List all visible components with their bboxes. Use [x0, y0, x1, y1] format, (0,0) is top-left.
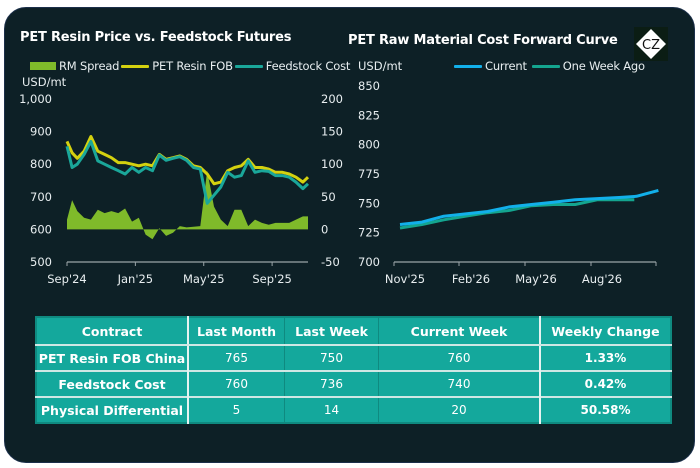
- left-y-tick-label: 500: [30, 255, 52, 269]
- weekly-change-value: 50.58%: [539, 396, 671, 423]
- feedstock-cost-line: [65, 139, 310, 205]
- current-swatch: [454, 64, 482, 68]
- last-month-value: 760: [187, 370, 285, 397]
- y-tick-label: 725: [358, 226, 380, 240]
- right-y-tick-label: 0: [321, 222, 328, 236]
- cz-logo: CZ: [634, 27, 668, 61]
- left-y-tick-label: 1,000: [19, 92, 52, 106]
- left-y-tick-label: 900: [30, 125, 52, 139]
- current-week-value: 740: [378, 370, 541, 397]
- contract-name: Physical Differential: [35, 396, 189, 423]
- right-y-tick-label: 50: [321, 190, 336, 204]
- legend-label: Feedstock Cost: [265, 59, 351, 73]
- left-y-tick-label: 700: [30, 190, 52, 204]
- feedstock-cost-swatch: [234, 64, 263, 68]
- right-y-tick-label: 100: [321, 157, 343, 171]
- legend-label: PET Resin FOB: [152, 59, 233, 73]
- legend-item-pet-resin-fob[interactable]: PET Resin FOB: [121, 59, 233, 73]
- y-tick-label: 775: [358, 167, 380, 181]
- table-row: PET Resin FOB China 765 750 760 1.33%: [35, 344, 671, 371]
- table-header-row: Contract Last Month Last Week Current We…: [35, 317, 671, 346]
- left-y-axis-unit: USD/mt: [22, 75, 67, 89]
- last-week-value: 736: [284, 370, 379, 397]
- legend-item-rm-spread[interactable]: RM Spread: [30, 59, 119, 73]
- left-y-tick-label: 600: [30, 222, 52, 236]
- last-week-value: 14: [284, 396, 379, 423]
- header-last-week: Last Week: [284, 317, 379, 346]
- y-tick-label: 800: [358, 138, 380, 152]
- legend-label: Current: [485, 59, 527, 73]
- x-tick-label: Aug'26: [582, 272, 622, 286]
- cz-diamond-logo-icon: CZ: [636, 29, 666, 59]
- x-tick-label: Feb'26: [452, 272, 490, 286]
- weekly-change-value: 0.42%: [539, 370, 671, 397]
- y-tick-label: 850: [358, 79, 380, 93]
- x-tick-label: Sep'24: [47, 272, 86, 286]
- weekly-change-value: 1.33%: [539, 344, 671, 371]
- right-y-axis-unit: USD/mt: [358, 59, 403, 73]
- one-week-ago-swatch: [531, 64, 560, 68]
- x-tick-label: Nov'25: [385, 272, 425, 286]
- x-tick-label: May'26: [515, 272, 557, 286]
- logo-text: CZ: [642, 38, 660, 53]
- contract-table: Contract Last Month Last Week Current We…: [35, 316, 672, 424]
- x-tick-label: May'25: [183, 272, 225, 286]
- legend-item-current[interactable]: Current: [454, 59, 527, 73]
- header-contract: Contract: [35, 317, 189, 346]
- y-tick-label: 825: [358, 108, 380, 122]
- legend-label: One Week Ago: [562, 59, 645, 73]
- right-chart: 850 825 800 775 750 725 700 Nov'25 Feb'26 May'26 A…: [358, 79, 659, 286]
- right-y-tick-label: -50: [321, 255, 340, 269]
- legend-item-feedstock-cost[interactable]: Feedstock Cost: [234, 59, 351, 73]
- pet-resin-fob-swatch: [121, 64, 150, 68]
- header-last-month: Last Month: [187, 317, 285, 346]
- y-tick-label: 750: [358, 196, 380, 210]
- current-week-value: 20: [378, 396, 541, 423]
- header-current-week: Current Week: [378, 317, 541, 346]
- right-chart-legend: Current One Week Ago: [454, 59, 647, 73]
- left-y-tick-label: 800: [30, 157, 52, 171]
- one-week-ago-line: [399, 198, 635, 230]
- current-week-value: 760: [378, 344, 541, 371]
- rm-spread-area: [67, 170, 308, 240]
- current-line: [399, 188, 659, 226]
- y-tick-label: 700: [358, 255, 380, 269]
- legend-item-one-week-ago[interactable]: One Week Ago: [531, 59, 645, 73]
- last-week-value: 750: [284, 344, 379, 371]
- left-chart: 1,000900800700600500200150100500-50Sep'2…: [19, 92, 343, 286]
- last-month-value: 765: [187, 344, 285, 371]
- right-chart-title: PET Raw Material Cost Forward Curve: [348, 33, 618, 48]
- left-chart-title: PET Resin Price vs. Feedstock Futures: [20, 30, 292, 45]
- right-y-tick-label: 200: [321, 92, 343, 106]
- right-y-tick-label: 150: [321, 125, 343, 139]
- legend-label: RM Spread: [59, 59, 120, 73]
- contract-name: PET Resin FOB China: [35, 344, 189, 371]
- left-chart-legend: RM Spread PET Resin FOB Feedstock Cost: [30, 59, 352, 73]
- x-tick-label: Sep'25: [252, 272, 291, 286]
- last-month-value: 5: [187, 396, 285, 423]
- contract-name: Feedstock Cost: [35, 370, 189, 397]
- x-tick-label: Jan'25: [117, 272, 154, 286]
- header-weekly-change: Weekly Change: [539, 317, 671, 346]
- table-row: Feedstock Cost 760 736 740 0.42%: [35, 370, 671, 397]
- table-row: Physical Differential 5 14 20 50.58%: [35, 396, 671, 423]
- rm-spread-swatch: [30, 62, 56, 70]
